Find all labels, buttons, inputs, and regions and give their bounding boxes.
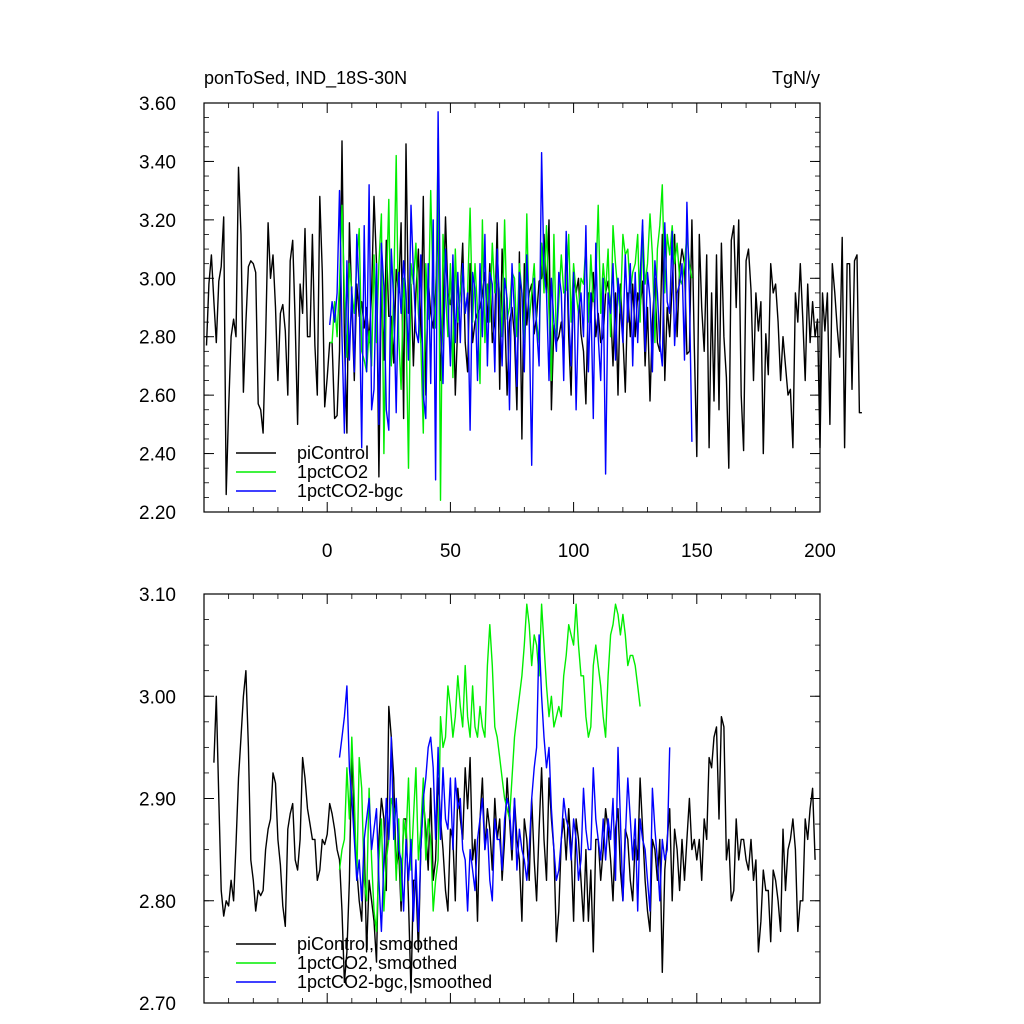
legend-label: 1pctCO2 (297, 462, 368, 482)
series-line-1pctCO2-bgc (338, 634, 671, 933)
x-tick-label: 50 (440, 541, 461, 562)
y-tick-label: 2.90 (139, 790, 176, 811)
legend-label: 1pctCO2-bgc (297, 481, 403, 501)
legend-label: piControl (297, 443, 369, 463)
y-tick-label: 3.20 (139, 211, 176, 232)
x-tick-label: 0 (322, 541, 333, 562)
y-tick-label: 3.40 (139, 152, 176, 173)
series-group-bottom (213, 603, 816, 994)
series-line-1pctCO2-bgc (329, 111, 693, 481)
y-tick-label: 2.20 (139, 503, 176, 524)
axis-ticks-top: 2.20 2.40 2.60 2.80 3.00 3.20 3.40 3.60 0 50 100 15… (139, 94, 836, 562)
legend-label: piControl, smoothed (297, 934, 458, 954)
axis-ticks-bottom: 2.70 2.80 2.90 3.00 3.10 (139, 585, 821, 1015)
y-tick-label: 2.60 (139, 386, 176, 407)
x-tick-label: 150 (681, 541, 713, 562)
y-tick-label: 3.60 (139, 94, 176, 115)
y-tick-label: 3.10 (139, 585, 176, 606)
chart-title-right: TgN/y (772, 68, 820, 88)
top-panel: ponToSed, IND_18S-30N TgN/y 2.20 2.40 2.60… (139, 68, 862, 562)
series-group-top (205, 111, 862, 501)
y-tick-label: 2.40 (139, 445, 176, 466)
series-line-1pctCO2 (329, 137, 693, 501)
x-tick-label: 100 (558, 541, 590, 562)
y-tick-label: 3.00 (139, 687, 176, 708)
y-tick-label: 2.70 (139, 994, 176, 1015)
legend-label: 1pctCO2, smoothed (297, 953, 457, 973)
y-tick-label: 2.80 (139, 328, 176, 349)
chart-title-left: ponToSed, IND_18S-30N (204, 68, 407, 89)
bottom-panel: 2.70 2.80 2.90 3.00 3.10 piControl, smoothed… (139, 585, 821, 1015)
series-line-piControl (205, 140, 862, 496)
x-tick-label: 200 (804, 541, 836, 562)
legend-label: 1pctCO2-bgc, smoothed (297, 972, 492, 992)
y-tick-label: 2.80 (139, 892, 176, 913)
y-tick-label: 3.00 (139, 269, 176, 290)
